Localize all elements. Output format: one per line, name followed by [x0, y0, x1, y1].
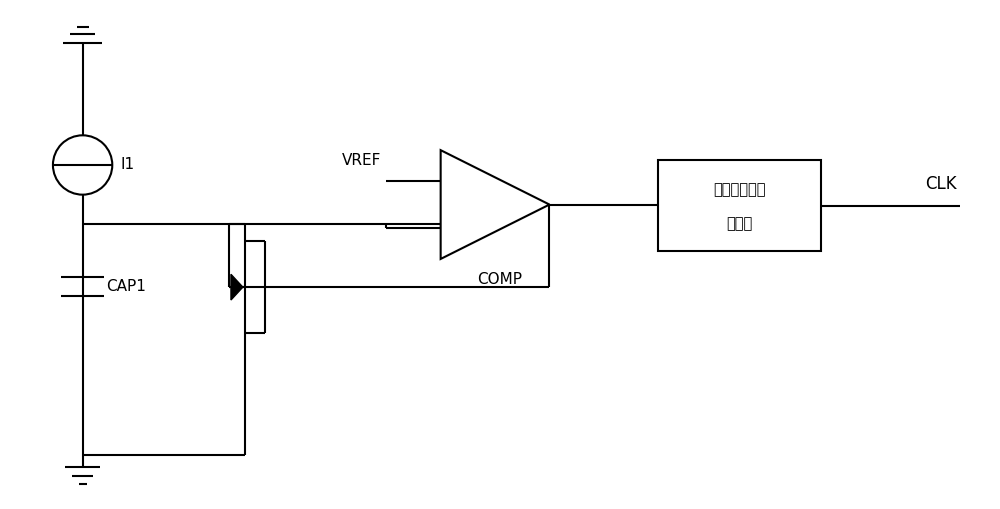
- Polygon shape: [231, 274, 243, 300]
- Text: 生电路: 生电路: [727, 216, 753, 231]
- Text: CAP1: CAP1: [106, 279, 146, 294]
- Text: COMP: COMP: [478, 272, 522, 287]
- Text: I1: I1: [120, 157, 134, 173]
- Text: CLK: CLK: [925, 175, 957, 193]
- Bar: [658, 160, 821, 251]
- Text: VREF: VREF: [342, 153, 381, 168]
- Text: 占空比逻辑产: 占空比逻辑产: [714, 183, 766, 197]
